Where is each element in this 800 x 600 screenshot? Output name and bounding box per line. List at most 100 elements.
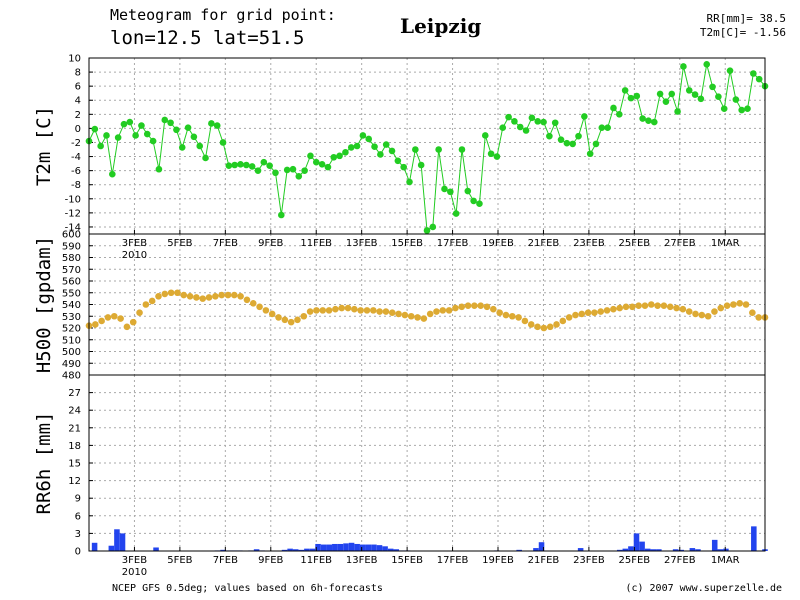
h500-point bbox=[382, 308, 390, 315]
h500-point bbox=[420, 315, 428, 322]
rr6h-bar bbox=[533, 548, 539, 551]
t2m-point bbox=[674, 108, 681, 115]
y-tick-label: 560 bbox=[62, 277, 81, 288]
y-tick-label: 570 bbox=[62, 265, 81, 276]
h500-point bbox=[136, 309, 143, 317]
y-tick-label: 6 bbox=[75, 82, 81, 93]
rr6h-bar bbox=[616, 549, 623, 551]
t2m-current: T2m[C]= -1.56 bbox=[699, 26, 786, 39]
h500-point bbox=[502, 311, 510, 319]
y-tick-label: 500 bbox=[62, 347, 81, 358]
h500-point bbox=[275, 314, 282, 321]
h500-point bbox=[193, 294, 200, 301]
t2m-point bbox=[557, 136, 565, 143]
rr6h-bar bbox=[332, 543, 338, 551]
t2m-point bbox=[522, 127, 530, 134]
h500-point bbox=[369, 307, 377, 314]
t2m-point bbox=[732, 96, 740, 103]
rr6h-bar bbox=[689, 548, 696, 551]
t2m-series-line bbox=[88, 64, 766, 232]
h500-point bbox=[426, 310, 434, 318]
h500-point bbox=[376, 308, 383, 315]
rr6h-bar bbox=[393, 549, 400, 551]
t2m-point bbox=[592, 140, 600, 148]
rr6h-bar bbox=[91, 542, 98, 551]
t2m-point bbox=[662, 98, 670, 105]
y-tick-label: -14 bbox=[65, 222, 81, 233]
h500-point bbox=[464, 302, 472, 309]
h500-point bbox=[332, 305, 339, 313]
rr6h-bar bbox=[644, 548, 651, 551]
y-tick-label: 18 bbox=[68, 441, 81, 452]
rr6h-bar bbox=[298, 549, 305, 551]
rr6h-bar bbox=[538, 542, 545, 551]
rr6h-bar bbox=[287, 548, 293, 551]
t2m-point bbox=[307, 152, 314, 160]
t2m-point bbox=[569, 140, 576, 148]
h500-point bbox=[439, 307, 447, 314]
y-tick-label: 27 bbox=[68, 388, 81, 399]
t2m-point bbox=[237, 161, 244, 168]
t2m-point bbox=[91, 125, 99, 133]
x-tick-label: 21FEB bbox=[528, 238, 560, 249]
y-tick-label: 2 bbox=[75, 110, 81, 121]
x-tick-label: 23FEB bbox=[573, 555, 605, 566]
rr6h-bar bbox=[153, 547, 159, 551]
t2m-point bbox=[633, 92, 641, 100]
t2m-point bbox=[219, 139, 227, 146]
t2m-point bbox=[208, 120, 215, 127]
t2m-point bbox=[178, 144, 186, 151]
t2m-point bbox=[412, 146, 419, 153]
x-tick-label: 25FEB bbox=[619, 555, 651, 566]
t2m-point bbox=[458, 146, 466, 153]
y-tick-label: 10 bbox=[68, 54, 81, 65]
t2m-point bbox=[685, 87, 693, 94]
t2m-point bbox=[260, 158, 268, 166]
h500-point bbox=[98, 317, 105, 325]
rr6h-bar bbox=[304, 548, 310, 551]
h500-point bbox=[660, 302, 668, 309]
t2m-point bbox=[149, 137, 157, 145]
t2m-point bbox=[744, 105, 751, 112]
y-tick-label: 6 bbox=[75, 511, 81, 522]
h500-point bbox=[730, 301, 737, 308]
rr6h-bar bbox=[348, 542, 355, 551]
h500-point bbox=[666, 303, 674, 311]
t2m-point bbox=[720, 105, 728, 112]
x-tick-label: 5FEB bbox=[167, 555, 192, 566]
h500-point bbox=[559, 317, 567, 325]
h500-point bbox=[736, 300, 744, 307]
rr6h-bar bbox=[695, 549, 701, 551]
h500-point bbox=[572, 311, 579, 319]
x-tick-label: 1MAR bbox=[711, 555, 740, 566]
t2m-point bbox=[278, 211, 285, 219]
h500-point bbox=[458, 303, 466, 311]
t2m-point bbox=[143, 130, 151, 138]
t2m-point bbox=[173, 126, 180, 134]
x-tick-label: 3FEB bbox=[122, 238, 147, 249]
t2m-point bbox=[120, 120, 128, 128]
city-name: Leipzig bbox=[400, 14, 482, 38]
h500-point bbox=[407, 312, 415, 320]
t2m-point bbox=[452, 210, 460, 217]
rr6h-bar bbox=[359, 544, 366, 551]
h500-point bbox=[224, 291, 232, 299]
rr6h-bar bbox=[315, 543, 321, 551]
rr6h-bar bbox=[656, 549, 662, 551]
y-tick-label: 590 bbox=[62, 241, 81, 252]
h500-point bbox=[414, 314, 421, 321]
h500-point bbox=[363, 307, 371, 314]
rr6h-bar bbox=[577, 548, 584, 551]
t2m-point bbox=[650, 118, 658, 126]
h500-point bbox=[344, 304, 352, 312]
t2m-point bbox=[750, 70, 757, 77]
h500-point bbox=[287, 318, 295, 326]
t2m-point bbox=[697, 95, 705, 103]
h500-point bbox=[401, 311, 409, 319]
h500-point bbox=[104, 314, 112, 321]
rr6h-bar bbox=[387, 548, 394, 551]
t2m-point bbox=[464, 187, 472, 195]
h500-point bbox=[597, 308, 605, 315]
rr6h-bar bbox=[220, 549, 226, 551]
t2m-point bbox=[161, 116, 169, 124]
